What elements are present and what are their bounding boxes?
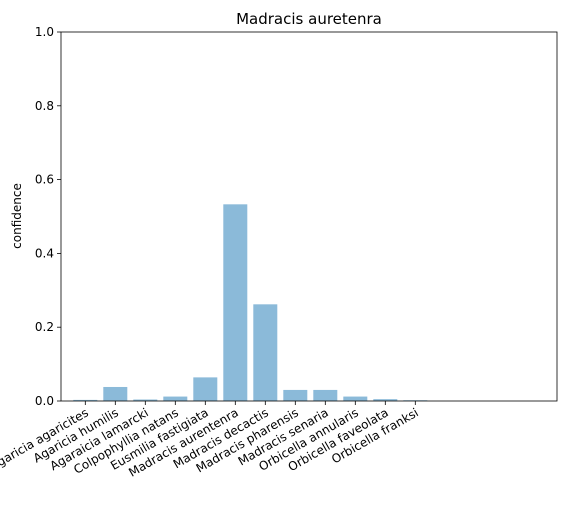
y-axis-label: confidence: [10, 183, 24, 249]
bar: [193, 377, 218, 401]
plot-frame: [60, 31, 558, 402]
bar: [373, 399, 398, 401]
bar: [73, 399, 98, 401]
y-tick-label: 0.6: [35, 173, 54, 187]
bar: [163, 396, 188, 401]
y-tick-label: 0.0: [35, 394, 54, 408]
bar: [223, 204, 248, 401]
y-ticks: 0.0 0.2 0.4 0.6 0.8 1.0: [35, 25, 61, 408]
chart-title: Madracis auretenra: [236, 10, 382, 28]
bars-group: [73, 204, 428, 401]
bar: [283, 389, 308, 401]
y-tick-label: 0.2: [35, 320, 54, 334]
y-tick-label: 1.0: [35, 25, 54, 39]
bar: [133, 399, 158, 401]
y-tick-label: 0.8: [35, 99, 54, 113]
bar: [343, 396, 368, 401]
bar: [103, 386, 128, 401]
bar: [253, 304, 278, 401]
bar: [313, 389, 338, 401]
y-tick-label: 0.4: [35, 246, 54, 260]
